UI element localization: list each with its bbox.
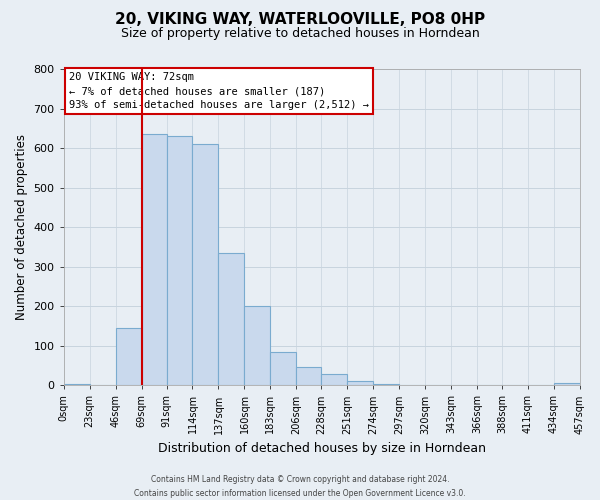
Bar xyxy=(373,384,399,386)
Y-axis label: Number of detached properties: Number of detached properties xyxy=(15,134,28,320)
Bar xyxy=(167,136,193,386)
Text: Contains HM Land Registry data © Crown copyright and database right 2024.
Contai: Contains HM Land Registry data © Crown c… xyxy=(134,476,466,498)
X-axis label: Distribution of detached houses by size in Horndean: Distribution of detached houses by size … xyxy=(158,442,486,455)
Bar xyxy=(218,253,244,386)
Bar xyxy=(347,380,373,386)
Bar xyxy=(193,144,218,386)
Bar xyxy=(244,306,271,386)
Bar xyxy=(64,384,89,386)
Text: 20, VIKING WAY, WATERLOOVILLE, PO8 0HP: 20, VIKING WAY, WATERLOOVILLE, PO8 0HP xyxy=(115,12,485,28)
Bar xyxy=(296,366,321,386)
Bar xyxy=(554,384,580,386)
Bar xyxy=(116,328,142,386)
Bar xyxy=(142,134,167,386)
Text: 20 VIKING WAY: 72sqm
← 7% of detached houses are smaller (187)
93% of semi-detac: 20 VIKING WAY: 72sqm ← 7% of detached ho… xyxy=(69,72,369,110)
Bar xyxy=(321,374,347,386)
Text: Size of property relative to detached houses in Horndean: Size of property relative to detached ho… xyxy=(121,28,479,40)
Bar xyxy=(271,352,296,386)
